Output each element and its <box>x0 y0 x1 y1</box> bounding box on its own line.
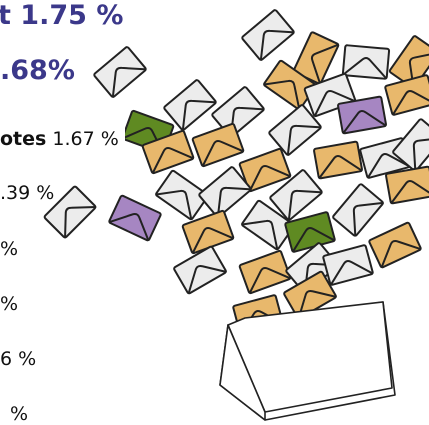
envelope <box>386 166 429 203</box>
envelope <box>314 141 363 178</box>
envelope <box>242 9 295 60</box>
envelopes <box>44 9 429 335</box>
envelope <box>332 184 383 237</box>
stat-line: otes 1.67 % <box>0 126 125 152</box>
envelope <box>164 79 217 130</box>
stat-label: otes <box>0 128 46 150</box>
stat-line: .39 % <box>0 182 54 204</box>
envelope <box>239 250 291 293</box>
envelope <box>338 96 387 133</box>
envelope <box>323 245 373 285</box>
page: t 1.75 % .68% otes 1.67 % .39 % % % 6 % … <box>0 0 429 425</box>
stat-line: .68% <box>0 55 75 86</box>
stat-line: % <box>0 293 18 315</box>
ballot-box <box>220 302 395 420</box>
stat-line: t 1.75 % <box>0 0 123 31</box>
envelope <box>109 195 162 241</box>
envelope <box>94 46 147 97</box>
stat-value: 1.67 % <box>52 128 118 150</box>
stat-line: % <box>0 238 18 260</box>
stat-line: % <box>10 403 28 425</box>
stat-line: 6 % <box>0 348 36 370</box>
envelope <box>369 222 422 268</box>
envelope <box>343 45 389 79</box>
envelope <box>192 123 244 166</box>
envelope <box>385 75 429 115</box>
envelope <box>173 246 226 294</box>
